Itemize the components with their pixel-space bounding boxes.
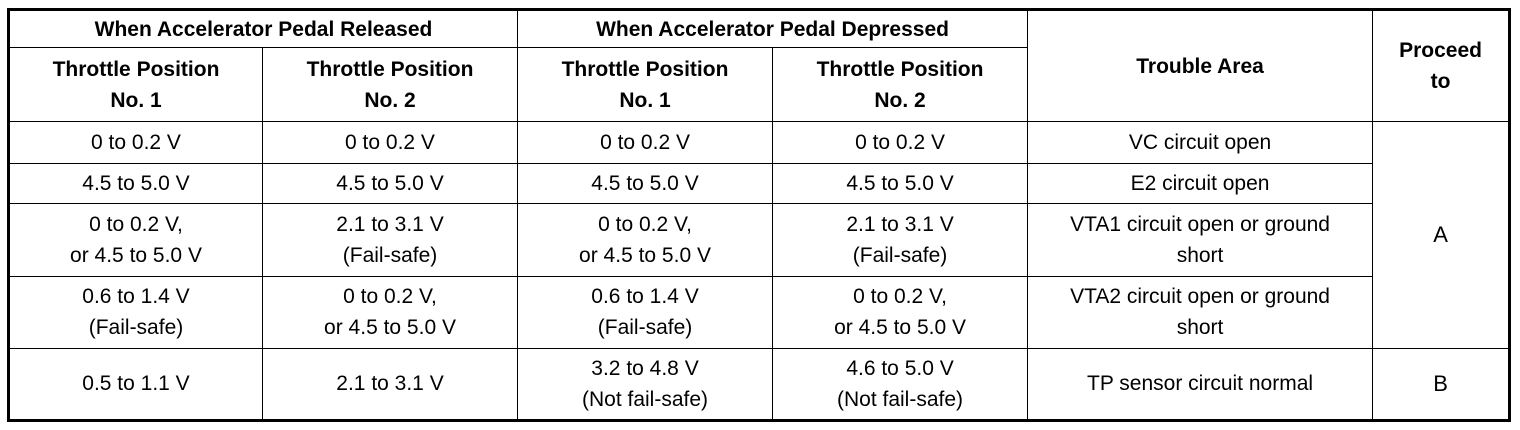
cell-released-tp1: 4.5 to 5.0 V: [8, 163, 263, 205]
table-row: 0.6 to 1.4 V (Fail-safe) 0 to 0.2 V, or …: [8, 275, 1510, 349]
cell-released-tp1: 0 to 0.2 V, or 4.5 to 5.0 V: [8, 203, 263, 277]
cell-depressed-tp1: 0 to 0.2 V: [517, 120, 774, 165]
cell-released-tp2: 0 to 0.2 V, or 4.5 to 5.0 V: [261, 275, 519, 349]
cell-depressed-tp2: 0 to 0.2 V: [772, 120, 1029, 165]
header-released-tp2: Throttle Position No. 2: [261, 47, 519, 122]
header-pedal-released: When Accelerator Pedal Released: [7, 9, 519, 48]
cell-released-tp1: 0.6 to 1.4 V (Fail-safe): [8, 275, 263, 349]
cell-proceed-a: A: [1372, 121, 1511, 349]
header-depressed-tp2: Throttle Position No. 2: [772, 47, 1029, 122]
header-pedal-depressed: When Accelerator Pedal Depressed: [517, 9, 1029, 48]
cell-released-tp2: 2.1 to 3.1 V: [261, 347, 519, 422]
cell-depressed-tp1: 4.5 to 5.0 V: [517, 163, 774, 205]
cell-released-tp2: 4.5 to 5.0 V: [261, 163, 519, 205]
cell-trouble-area: VC circuit open: [1027, 120, 1374, 165]
header-row-sensors: Throttle Position No. 1 Throttle Positio…: [8, 47, 1510, 122]
cell-depressed-tp2: 2.1 to 3.1 V (Fail-safe): [772, 203, 1029, 277]
table-row: 4.5 to 5.0 V 4.5 to 5.0 V 4.5 to 5.0 V 4…: [8, 163, 1510, 205]
cell-depressed-tp1: 0.6 to 1.4 V (Fail-safe): [517, 275, 774, 349]
cell-depressed-tp1: 3.2 to 4.8 V (Not fail-safe): [517, 347, 774, 422]
cell-depressed-tp2: 4.5 to 5.0 V: [772, 163, 1029, 205]
header-proceed-to: Proceed to: [1372, 9, 1511, 122]
cell-depressed-tp1: 0 to 0.2 V, or 4.5 to 5.0 V: [517, 203, 774, 277]
cell-trouble-area: TP sensor circuit normal: [1027, 347, 1374, 422]
table-row: 0 to 0.2 V 0 to 0.2 V 0 to 0.2 V 0 to 0.…: [8, 120, 1511, 349]
table-body: 0 to 0.2 V 0 to 0.2 V 0 to 0.2 V 0 to 0.…: [8, 120, 1511, 422]
diagnostic-table: When Accelerator Pedal Released When Acc…: [7, 8, 1512, 422]
cell-released-tp1: 0 to 0.2 V: [8, 120, 263, 165]
cell-trouble-area: VTA1 circuit open or ground short: [1027, 203, 1374, 277]
header-trouble-area: Trouble Area: [1027, 9, 1374, 122]
header-depressed-tp1: Throttle Position No. 1: [517, 47, 774, 122]
header-released-tp1: Throttle Position No. 1: [8, 47, 263, 122]
cell-proceed-b: B: [1372, 347, 1511, 422]
cell-trouble-area: E2 circuit open: [1027, 163, 1374, 205]
header-row-groups: When Accelerator Pedal Released When Acc…: [7, 9, 1511, 122]
table-row: 0.5 to 1.1 V 2.1 to 3.1 V 3.2 to 4.8 V (…: [8, 347, 1511, 422]
table-row: 0 to 0.2 V, or 4.5 to 5.0 V 2.1 to 3.1 V…: [8, 203, 1510, 277]
cell-trouble-area: VTA2 circuit open or ground short: [1027, 275, 1374, 349]
cell-depressed-tp2: 4.6 to 5.0 V (Not fail-safe): [772, 347, 1029, 422]
cell-released-tp2: 0 to 0.2 V: [261, 120, 519, 165]
cell-released-tp1: 0.5 to 1.1 V: [8, 347, 263, 422]
cell-depressed-tp2: 0 to 0.2 V, or 4.5 to 5.0 V: [772, 275, 1029, 349]
table-header: When Accelerator Pedal Released When Acc…: [7, 9, 1511, 122]
cell-released-tp2: 2.1 to 3.1 V (Fail-safe): [261, 203, 519, 277]
